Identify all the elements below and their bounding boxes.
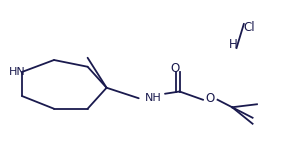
Text: O: O	[171, 62, 180, 75]
Text: NH: NH	[145, 93, 162, 103]
Text: H: H	[229, 39, 238, 51]
Text: HN: HN	[9, 67, 25, 77]
Text: O: O	[206, 93, 215, 105]
Text: Cl: Cl	[244, 21, 256, 33]
